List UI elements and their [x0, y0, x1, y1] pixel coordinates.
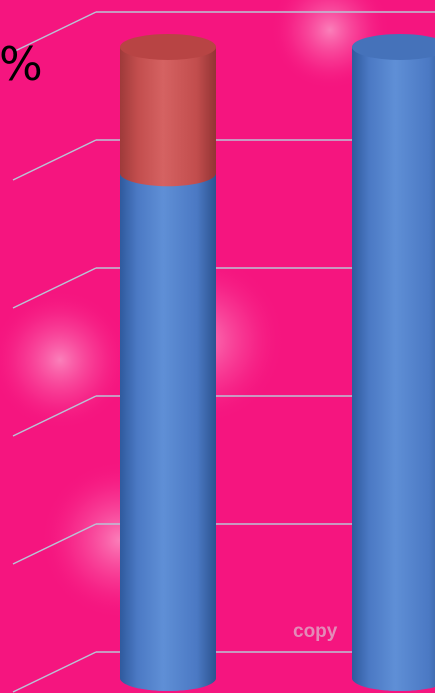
- bars: [120, 34, 435, 691]
- gridline-side: [12, 11, 97, 53]
- y-axis-labels: %: [0, 37, 43, 91]
- bar-segment-edge: [120, 665, 216, 691]
- bar-column-1: [120, 34, 216, 691]
- gridline-side: [12, 651, 97, 693]
- bar-segment-series-1: [120, 173, 216, 678]
- gridline-side: [12, 523, 97, 565]
- bar-top-cap: [120, 34, 216, 60]
- bar-segment-edge: [120, 160, 216, 187]
- bar-segment-edge: [352, 665, 435, 691]
- bar-top-cap: [352, 34, 435, 60]
- bar-segment-series-2: [120, 47, 216, 174]
- gridline-side: [12, 139, 97, 181]
- gridline-side: [12, 395, 97, 437]
- bar-column-2: [352, 34, 435, 691]
- watermark: copy: [293, 621, 338, 642]
- y-tick-label-top: %: [0, 37, 43, 91]
- bar-segment-series-1: [352, 47, 435, 678]
- watermark-text: copy: [293, 621, 338, 642]
- gridline-side: [12, 267, 97, 309]
- glow-far-left: [0, 290, 130, 430]
